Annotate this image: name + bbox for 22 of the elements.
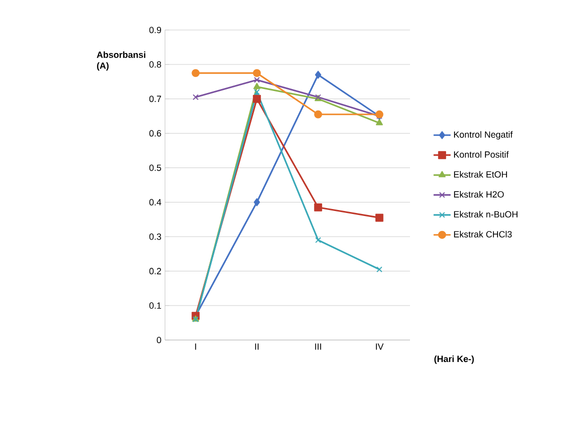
- y-tick-label: 0.2: [149, 268, 162, 274]
- y-tick-label: 0: [156, 336, 162, 344]
- x-axis-title: (Hari Ke-): [434, 355, 474, 364]
- legend-label: Ekstrak n-BuOH: [454, 210, 518, 218]
- x-tick-label: III: [315, 344, 322, 350]
- x-tick-label: IV: [376, 344, 384, 350]
- y-tick-label: 0.6: [149, 130, 162, 137]
- y-axis-title: Absorbansi (A): [96, 51, 146, 71]
- legend-label: Ekstrak CHCl3: [454, 230, 512, 238]
- legend-label: Kontrol Positif: [454, 151, 509, 158]
- y-tick-label: 0.7: [149, 96, 162, 102]
- legend-label: Ekstrak H2O: [454, 190, 504, 198]
- y-tick-label: 0.3: [149, 233, 162, 240]
- y-tick-label: 0.5: [149, 164, 162, 171]
- x-tick-label: II: [255, 344, 259, 350]
- y-tick-label: 0.4: [149, 199, 162, 206]
- legend-label: Kontrol Negatif: [454, 131, 513, 140]
- y-tick-label: 0.9: [149, 26, 162, 34]
- y-tick-label: 0.8: [149, 61, 162, 68]
- x-tick-label: I: [195, 344, 196, 350]
- legend-label: Ekstrak EtOH: [454, 171, 507, 178]
- y-tick-label: 0.1: [149, 302, 162, 309]
